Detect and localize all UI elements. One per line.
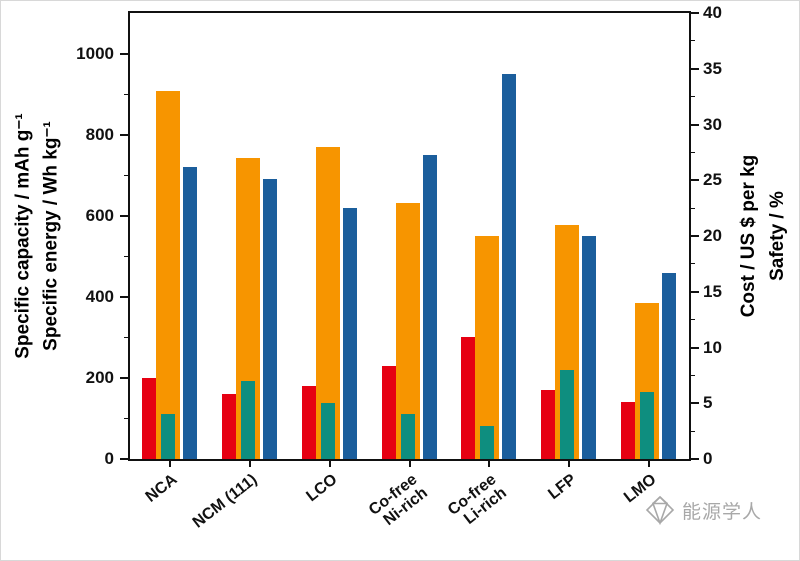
y-left-tick-label: 200 <box>85 367 114 387</box>
y-left-major-tick <box>120 376 128 379</box>
bar-safety-nca <box>160 414 175 459</box>
bar-specific-energy-nca <box>182 167 197 459</box>
y-right-major-tick <box>691 402 699 405</box>
y-left-minor-tick <box>124 417 128 419</box>
y-left-minor-tick <box>124 255 128 257</box>
bar-specific-capacity-lco <box>301 386 316 459</box>
x-category-label-text: LFP <box>545 471 580 504</box>
bar-safety-lco <box>320 403 335 459</box>
y-right-tick-label: 25 <box>703 170 722 190</box>
x-category-tick <box>408 461 411 467</box>
bar-specific-energy-lmo <box>662 272 677 459</box>
y-right-minor-tick <box>691 263 695 265</box>
y-left-major-tick <box>120 458 128 460</box>
y-right-tick-label: 15 <box>703 281 722 301</box>
bar-specific-capacity-nca <box>141 377 156 459</box>
y-right-minor-tick <box>691 430 695 432</box>
bar-specific-energy-lco <box>342 207 357 459</box>
bar-specific-capacity-co-free-ni-rich <box>381 365 396 459</box>
watermark: 能源学人 <box>645 495 762 525</box>
y-right-major-tick <box>691 346 699 349</box>
x-category-label-text: NCM (111) <box>189 471 261 532</box>
y-right-minor-tick <box>691 151 695 153</box>
y-right-major-tick <box>691 235 699 237</box>
y-right-tick-label: 5 <box>703 393 713 413</box>
bar-specific-energy-ncm-111 <box>262 179 277 459</box>
y-right-major-tick <box>691 458 699 460</box>
x-category-label-text: NCA <box>142 471 181 506</box>
bar-cost-nca <box>155 91 180 459</box>
y-right-tick-label: 20 <box>703 226 722 245</box>
bar-cost-co-free-li-rich <box>475 236 500 459</box>
y-left-minor-tick <box>124 336 128 338</box>
y-right-minor-tick <box>691 207 695 209</box>
y-left-minor-tick <box>124 93 128 95</box>
y-axis-title-safety: Safety / % <box>767 191 788 281</box>
y-right-minor-tick <box>691 96 695 98</box>
diamond-logo-icon <box>645 495 675 525</box>
x-category-tick <box>328 461 331 467</box>
y-left-major-tick <box>120 52 128 55</box>
y-right-major-tick <box>691 290 699 293</box>
y-right-tick-label: 35 <box>703 58 722 78</box>
y-right-tick-label: 10 <box>703 337 722 357</box>
x-category-label-text: Co-free Li-rich <box>445 471 511 529</box>
y-right-tick-label: 0 <box>703 449 713 468</box>
y-right-major-tick <box>691 179 699 182</box>
x-category-tick <box>168 461 171 467</box>
bar-safety-co-free-li-rich <box>480 425 495 459</box>
y-right-minor-tick <box>691 319 695 321</box>
x-category-label-text: Co-free Ni-rich <box>365 471 431 530</box>
y-axis-title-specific-capacity: Specific capacity / mAh g⁻¹ <box>12 113 34 359</box>
bar-safety-lmo <box>640 392 655 459</box>
bar-specific-energy-lfp <box>582 236 597 459</box>
bar-specific-capacity-ncm-111 <box>221 394 236 459</box>
y-left-tick-label: 400 <box>85 286 114 306</box>
x-category-tick <box>248 461 251 467</box>
bar-specific-capacity-co-free-li-rich <box>461 337 476 459</box>
x-category-label-text: LCO <box>303 471 341 506</box>
y-right-minor-tick <box>691 40 695 42</box>
y-right-major-tick <box>691 67 699 70</box>
bar-specific-capacity-lfp <box>541 390 556 459</box>
y-left-minor-tick <box>124 174 128 176</box>
y-left-tick-label: 1000 <box>76 43 114 63</box>
bar-specific-capacity-lmo <box>621 402 636 459</box>
y-left-major-tick <box>120 214 128 217</box>
y-left-major-tick <box>120 133 128 136</box>
y-right-major-tick <box>691 123 699 126</box>
x-category-tick <box>568 461 571 467</box>
bar-specific-energy-co-free-li-rich <box>502 73 517 459</box>
bar-safety-ncm-111 <box>240 380 255 459</box>
y-left-tick-label: 600 <box>85 205 114 225</box>
bar-safety-co-free-ni-rich <box>400 414 415 459</box>
x-category-tick <box>488 461 491 467</box>
watermark-text: 能源学人 <box>682 501 763 523</box>
y-right-tick-label: 30 <box>703 114 722 134</box>
y-left-tick-label: 800 <box>85 124 114 144</box>
x-category-tick <box>648 461 651 467</box>
y-left-major-tick <box>120 295 128 298</box>
y-right-tick-label: 40 <box>703 3 722 22</box>
bar-specific-energy-co-free-ni-rich <box>422 154 437 459</box>
y-right-major-tick <box>691 12 699 14</box>
plot-area <box>128 11 691 461</box>
y-left-tick-label: 0 <box>104 449 114 468</box>
y-axis-title-specific-energy: Specific energy / Wh kg⁻¹ <box>40 121 62 351</box>
bar-safety-lfp <box>560 369 575 459</box>
y-right-minor-tick <box>691 374 695 376</box>
